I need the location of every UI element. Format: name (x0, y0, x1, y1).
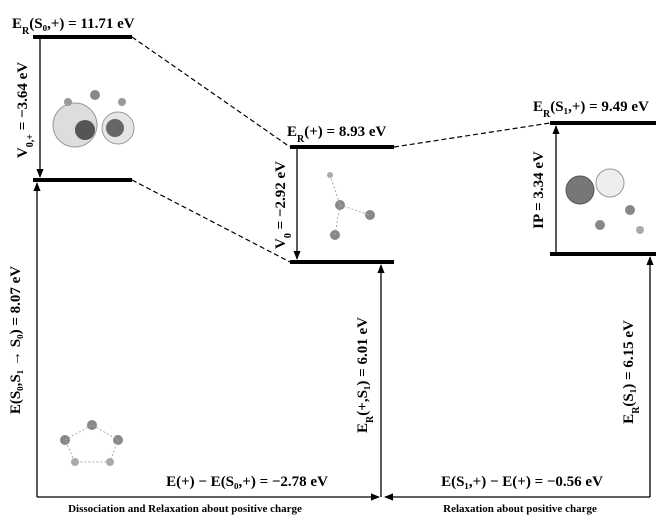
label-text: = −3.64 eV (15, 62, 31, 134)
levels (33, 37, 656, 262)
page: ER(S₀,+) = 11.71 eV V0,+ = −3.64 eV E(S₀… (0, 0, 670, 517)
label-text: (S₁,+) = 9.49 eV (550, 99, 649, 115)
caption: Relaxation about positive charge (443, 503, 597, 515)
label-text: E(+) − E(S₀,+) = −2.78 eV (166, 474, 328, 490)
energy-label: ER(+) = 8.93 eV (287, 124, 386, 145)
label-text: E(S₁,+) − E(+) = −0.56 eV (441, 474, 603, 490)
molecule (566, 169, 644, 234)
energy-label: ER(S₁) = 6.15 eV (621, 320, 642, 424)
connector (132, 180, 290, 262)
diagram: ER(S₀,+) = 11.71 eV V0,+ = −3.64 eV E(S₀… (0, 0, 670, 517)
energy-label: V0 = −2.92 eV (273, 161, 294, 249)
energy-label: IP = 3.34 eV (531, 151, 547, 229)
label-text: (S₁) = 6.15 eV (621, 320, 637, 407)
energy-label: E(+) − E(S₀,+) = −2.78 eV (166, 474, 328, 490)
label-text: (+) = 8.93 eV (304, 124, 386, 140)
energy-label: ER(S₀,+) = 11.71 eV (12, 16, 135, 37)
label-text: E(S₀,S₁ → S₀) = 8.07 eV (8, 266, 24, 414)
caption: Dissociation and Relaxation about positi… (68, 503, 302, 515)
energy-label: E(S₁,+) − E(+) = −0.56 eV (441, 474, 603, 490)
label-text: = −2.92 eV (273, 161, 289, 233)
label-text: E (287, 124, 297, 140)
energy-label: E(S₀,S₁ → S₀) = 8.07 eV (8, 266, 24, 414)
connector (132, 37, 290, 147)
label-text: IP = 3.34 eV (531, 151, 547, 229)
energy-label: ER(+,S₁) = 6.01 eV (355, 317, 376, 433)
molecule (53, 90, 134, 147)
label-text: (+,S₁) = 6.01 eV (355, 317, 371, 416)
molecule (327, 172, 375, 240)
label-text: V (273, 238, 289, 249)
label-text: (S₀,+) = 11.71 eV (29, 16, 135, 32)
connector (394, 123, 550, 147)
label-text: V (15, 147, 31, 158)
energy-label: ER(S₁,+) = 9.49 eV (533, 99, 649, 120)
label-text: E (533, 99, 543, 115)
label-text: E (355, 423, 371, 433)
label-text: E (12, 16, 22, 32)
label-text: E (621, 414, 637, 424)
molecule (60, 420, 123, 466)
subscript: 0,+ (25, 134, 36, 148)
energy-label: V0,+ = −3.64 eV (15, 62, 36, 158)
